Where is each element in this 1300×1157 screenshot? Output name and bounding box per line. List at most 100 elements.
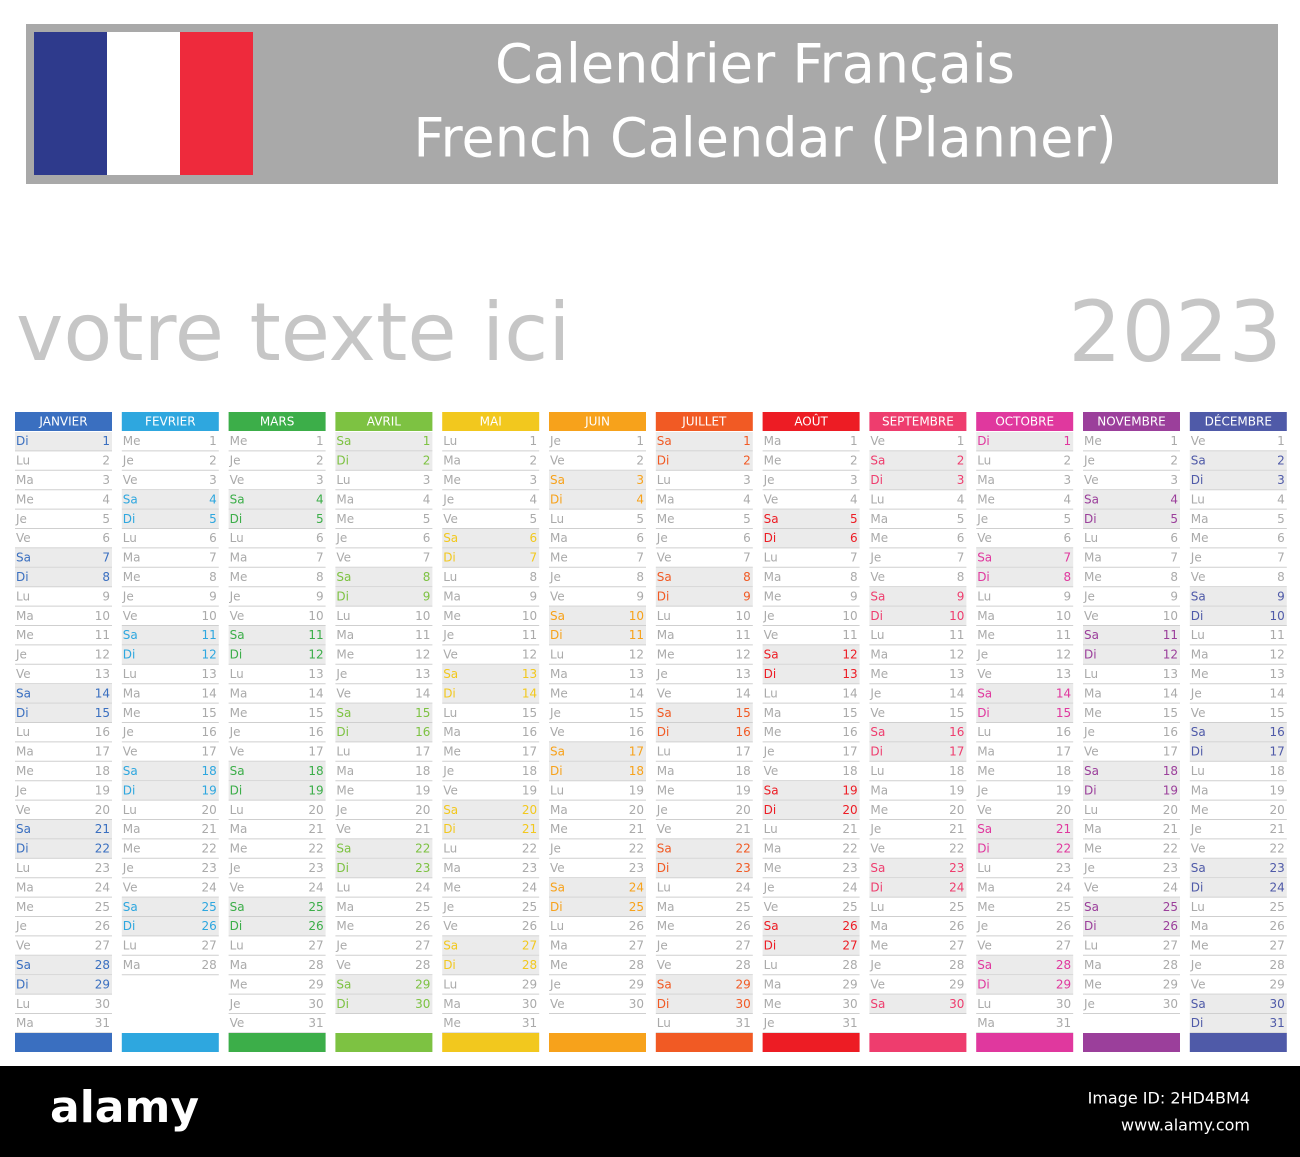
date: 17	[308, 745, 323, 759]
weekend-row	[335, 432, 433, 451]
weekday: Di	[336, 589, 349, 603]
date: 6	[1277, 531, 1285, 545]
weekday: Sa	[123, 492, 138, 506]
weekend-row	[762, 529, 860, 548]
weekday: Je	[1083, 589, 1095, 603]
weekday: Je	[122, 454, 134, 468]
weekday: Je	[763, 609, 775, 623]
date: 18	[1270, 764, 1285, 778]
date: 26	[415, 919, 430, 933]
weekday: Sa	[870, 725, 885, 739]
date: 5	[850, 512, 858, 526]
date: 25	[1056, 900, 1071, 914]
date: 25	[308, 900, 323, 914]
weekday: Di	[16, 434, 29, 448]
weekday: Je	[335, 939, 347, 953]
date: 27	[1270, 939, 1285, 953]
date: 21	[1270, 822, 1285, 836]
date: 17	[1270, 745, 1285, 759]
weekend-row	[335, 858, 433, 878]
date: 7	[209, 551, 217, 565]
weekend-row	[335, 839, 433, 858]
date: 6	[850, 531, 858, 545]
weekday: Sa	[1191, 454, 1206, 468]
weekday: Ve	[764, 492, 779, 506]
date: 17	[1056, 745, 1071, 759]
weekday: Me	[123, 434, 141, 448]
date: 9	[1277, 589, 1285, 603]
date: 4	[957, 492, 965, 506]
date: 19	[95, 783, 110, 797]
date: 25	[949, 900, 964, 914]
weekend-row	[976, 975, 1074, 994]
weekday: Sa	[1084, 628, 1099, 642]
weekday: Ve	[1191, 570, 1206, 584]
weekday: Me	[443, 1016, 461, 1030]
date: 24	[95, 880, 110, 894]
date: 26	[95, 919, 110, 933]
date: 20	[842, 803, 857, 817]
date: 14	[415, 686, 430, 700]
weekday: Sa	[123, 764, 138, 778]
date: 9	[209, 589, 217, 603]
date: 25	[415, 900, 430, 914]
weekday: Sa	[1191, 725, 1206, 739]
weekday: Ve	[1084, 609, 1099, 623]
weekend-row	[15, 839, 112, 858]
date: 3	[423, 473, 431, 487]
weekend-row	[655, 703, 753, 722]
weekend-row	[1189, 1014, 1287, 1033]
date: 24	[629, 880, 644, 894]
date: 20	[522, 803, 537, 817]
weekday: Sa	[16, 686, 31, 700]
weekday: Ma	[550, 531, 568, 545]
weekday: Me	[443, 609, 461, 623]
date: 18	[415, 764, 430, 778]
date: 27	[1163, 939, 1178, 953]
date: 8	[102, 570, 110, 584]
weekend-row	[976, 839, 1074, 858]
date: 29	[736, 977, 751, 991]
weekday: Ma	[977, 745, 995, 759]
month-footer	[976, 1033, 1074, 1052]
date: 2	[102, 454, 110, 468]
weekday: Ve	[443, 648, 458, 662]
weekend-row	[1189, 470, 1287, 490]
weekday: Lu	[657, 1016, 671, 1030]
date: 27	[522, 939, 537, 953]
weekday: Sa	[336, 977, 351, 991]
date: 4	[423, 492, 431, 506]
weekend-row	[121, 781, 219, 800]
month-header	[1083, 412, 1180, 431]
weekend-row	[1189, 606, 1287, 625]
weekday: Di	[123, 648, 136, 662]
flag	[34, 32, 253, 175]
weekday: Me	[443, 745, 461, 759]
weekday: Sa	[764, 512, 779, 526]
weekday: Lu	[764, 822, 778, 836]
weekday: Me	[336, 919, 354, 933]
weekday: Lu	[443, 977, 457, 991]
weekday: Di	[443, 686, 456, 700]
weekday: Sa	[230, 492, 245, 506]
date: 15	[1056, 706, 1071, 720]
date: 2	[743, 454, 751, 468]
weekday: Je	[763, 473, 775, 487]
weekday: Di	[1084, 783, 1097, 797]
date: 21	[1056, 822, 1071, 836]
date: 9	[102, 589, 110, 603]
weekday: Lu	[550, 783, 564, 797]
weekday: Ve	[1191, 706, 1206, 720]
weekday: Me	[657, 512, 675, 526]
date: 12	[522, 648, 537, 662]
date: 7	[530, 551, 538, 565]
date: 1	[530, 434, 538, 448]
weekday: Di	[336, 725, 349, 739]
weekday: Sa	[1191, 997, 1206, 1011]
weekend-row	[1083, 509, 1180, 528]
date: 24	[202, 880, 217, 894]
date: 25	[629, 900, 644, 914]
date: 6	[1170, 531, 1178, 545]
weekday: Ve	[977, 531, 992, 545]
weekend-row	[976, 684, 1074, 703]
